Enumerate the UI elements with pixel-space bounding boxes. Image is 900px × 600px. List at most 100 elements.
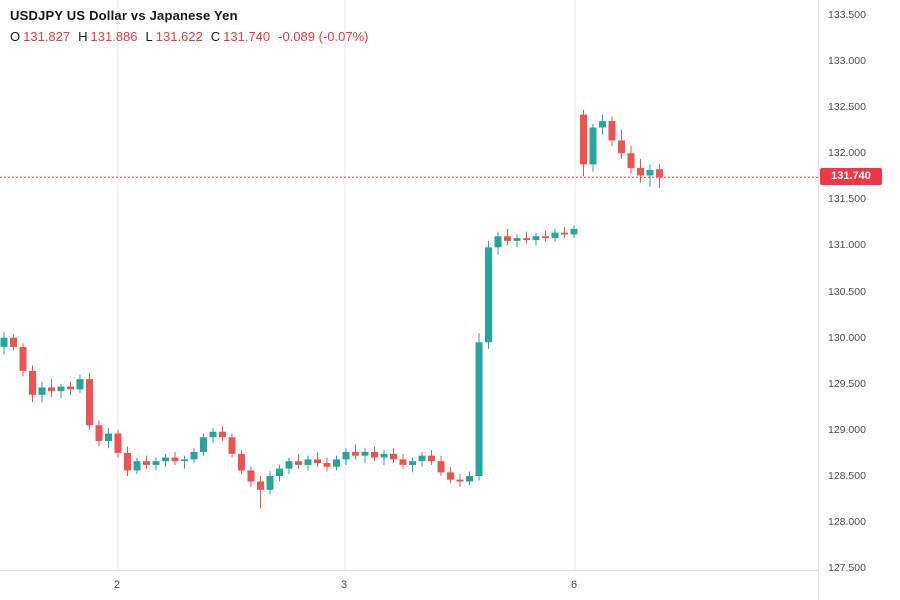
candle-body bbox=[637, 168, 644, 176]
legend: USDJPY US Dollar vs Japanese Yen O 131.82… bbox=[10, 8, 376, 44]
candle-body bbox=[371, 451, 378, 458]
candle-body bbox=[570, 228, 578, 235]
candle-body bbox=[323, 463, 331, 467]
candle-body bbox=[513, 238, 521, 241]
chart-canvas[interactable] bbox=[0, 0, 818, 570]
price-axis-label: 131.500 bbox=[828, 193, 866, 206]
candle-body bbox=[29, 370, 36, 395]
candle-body bbox=[200, 437, 207, 452]
price-axis-label: 133.000 bbox=[828, 55, 866, 68]
candle-body bbox=[171, 457, 179, 462]
candle-body bbox=[504, 236, 511, 241]
candle-body bbox=[162, 457, 169, 462]
candle-body bbox=[86, 379, 93, 426]
candle-body bbox=[143, 461, 150, 465]
time-axis-label: 2 bbox=[114, 579, 121, 591]
candle-body bbox=[124, 452, 131, 471]
candle-body bbox=[627, 153, 635, 169]
candle-body bbox=[618, 140, 625, 154]
candle-body bbox=[285, 461, 293, 469]
high-value: 131.886 bbox=[90, 29, 138, 44]
candle-body bbox=[456, 479, 464, 482]
symbol-title[interactable]: USDJPY US Dollar vs Japanese Yen bbox=[10, 8, 238, 23]
candle-body bbox=[76, 379, 84, 390]
low-label: L bbox=[145, 29, 153, 44]
price-axis-label: 130.000 bbox=[828, 331, 866, 344]
close-value: 131.740 bbox=[223, 29, 271, 44]
candle-body bbox=[57, 386, 65, 392]
candle-body bbox=[447, 472, 454, 480]
candle-body bbox=[380, 453, 388, 458]
candle-body bbox=[48, 387, 55, 392]
candle-body bbox=[551, 232, 559, 239]
candle-body bbox=[10, 337, 17, 347]
close-label: C bbox=[210, 29, 221, 44]
candle-body bbox=[523, 238, 530, 240]
candle-body bbox=[589, 127, 597, 165]
price-axis-label: 129.500 bbox=[828, 377, 866, 390]
candle-body bbox=[333, 459, 340, 467]
candle-body bbox=[0, 337, 8, 347]
price-axis-label: 130.500 bbox=[828, 285, 866, 298]
price-axis-label: 127.500 bbox=[828, 562, 866, 575]
change-value: -0.089 (-0.07%) bbox=[278, 29, 369, 44]
price-axis-label: 128.000 bbox=[828, 516, 866, 529]
open-value: 131.827 bbox=[23, 29, 71, 44]
last-price-tag: 131.740 bbox=[820, 168, 882, 186]
candle-body bbox=[466, 475, 473, 482]
candle-body bbox=[133, 461, 141, 471]
candle-body bbox=[580, 114, 587, 165]
candle-body bbox=[67, 386, 74, 390]
candle-body bbox=[238, 453, 245, 471]
candle-body bbox=[646, 169, 654, 176]
candle-body bbox=[352, 451, 359, 456]
candle-body bbox=[532, 236, 540, 240]
candle-body bbox=[428, 455, 435, 462]
candle-body bbox=[437, 461, 445, 473]
price-axis-label: 133.500 bbox=[828, 9, 866, 22]
ohlc-readout: O 131.827 H 131.886 L 131.622 C 131.740 -0.089 (… bbox=[10, 29, 376, 44]
candle-body bbox=[304, 459, 312, 465]
candle-body bbox=[38, 387, 46, 395]
price-axis[interactable]: 133.500 133.000 132.500 132.000 131.500 131.0… bbox=[818, 0, 900, 600]
candle-body bbox=[219, 431, 226, 438]
candle-body bbox=[295, 461, 302, 465]
candle-body bbox=[105, 433, 112, 441]
candle-body bbox=[247, 470, 255, 482]
candle-body bbox=[190, 451, 198, 460]
candle-body bbox=[542, 236, 549, 239]
candle-body bbox=[561, 232, 568, 235]
candle-body bbox=[342, 451, 350, 460]
candle-body bbox=[485, 247, 492, 343]
candle-body bbox=[95, 425, 103, 441]
candle-body bbox=[257, 481, 264, 490]
price-axis-label: 129.000 bbox=[828, 423, 866, 436]
candle-body bbox=[276, 468, 283, 476]
candle-body bbox=[409, 461, 416, 465]
open-label: O bbox=[10, 29, 21, 44]
low-value: 131.622 bbox=[155, 29, 203, 44]
time-axis[interactable]: 2 3 6 bbox=[0, 570, 818, 600]
candle-body bbox=[209, 431, 217, 438]
candle-body bbox=[656, 169, 663, 178]
candle-body bbox=[608, 121, 616, 141]
candle-body bbox=[599, 121, 606, 128]
candle-body bbox=[19, 346, 27, 371]
price-axis-label: 132.500 bbox=[828, 101, 866, 114]
candle-body bbox=[228, 437, 236, 454]
candle-body bbox=[399, 459, 407, 465]
candle-body bbox=[494, 236, 502, 248]
price-axis-label: 132.000 bbox=[828, 147, 866, 160]
time-axis-label: 3 bbox=[341, 579, 348, 591]
price-axis-label: 128.500 bbox=[828, 469, 866, 482]
time-axis-label: 6 bbox=[571, 579, 578, 591]
candle-body bbox=[361, 451, 369, 456]
candle-body bbox=[390, 453, 397, 460]
candle-body bbox=[475, 342, 483, 476]
candle-body bbox=[266, 475, 274, 490]
candle-body bbox=[152, 461, 160, 465]
price-axis-label: 131.000 bbox=[828, 239, 866, 252]
candle-body bbox=[114, 433, 122, 453]
candle-body bbox=[181, 459, 188, 462]
